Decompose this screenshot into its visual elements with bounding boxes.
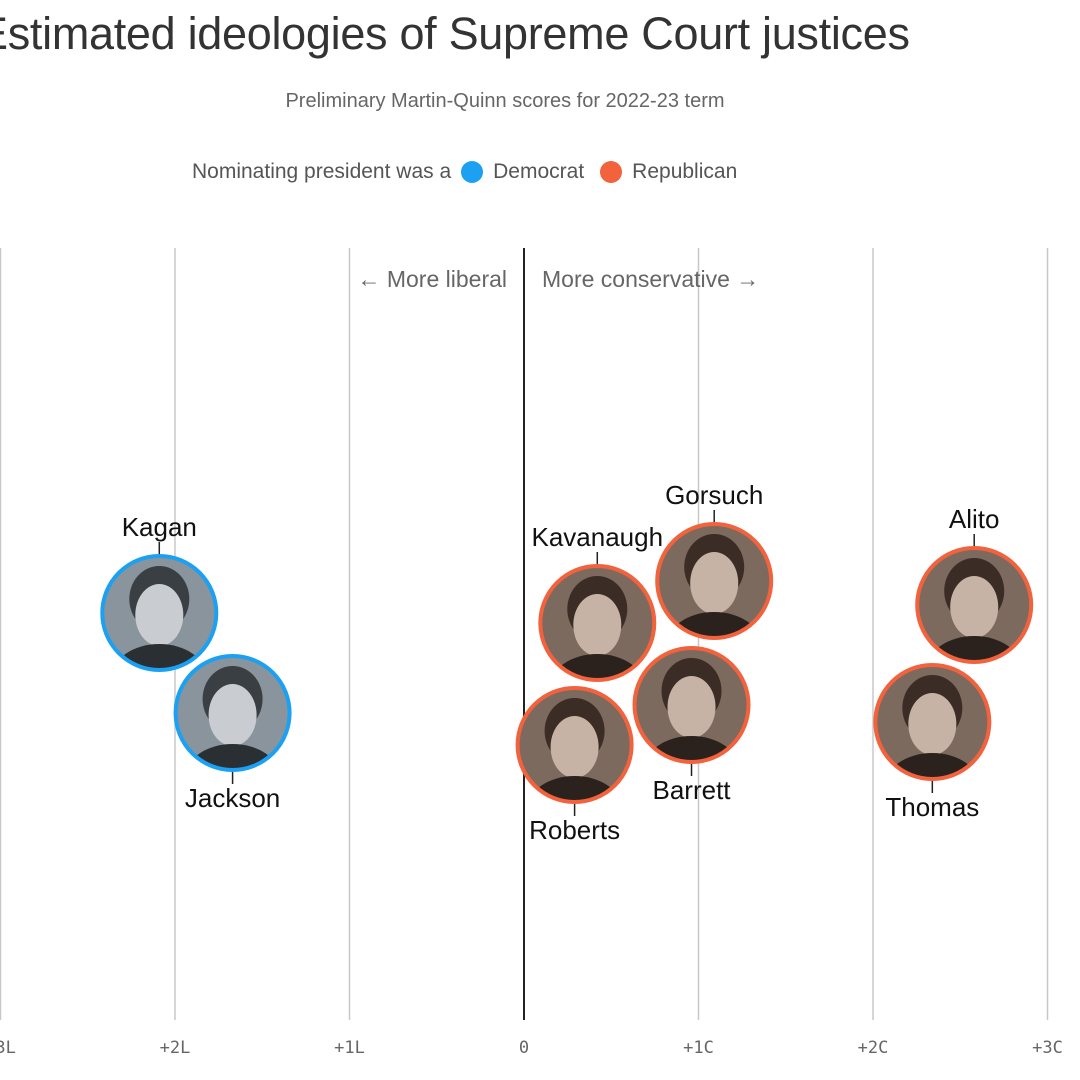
justice-point-gorsuch[interactable]: Gorsuch <box>655 480 774 680</box>
justice-marker <box>100 554 219 672</box>
justice-marker <box>632 646 751 764</box>
justice-photo <box>875 665 990 779</box>
justice-name-label: Kavanaugh <box>532 522 664 552</box>
justice-photo <box>634 648 749 762</box>
x-tick-label: +1C <box>683 1038 714 1058</box>
justice-point-barrett[interactable]: Barrett <box>632 646 751 805</box>
justice-point-thomas[interactable]: Thomas <box>873 663 992 822</box>
justice-name-label: Barrett <box>653 775 732 805</box>
justice-point-kavanaugh[interactable]: Kavanaugh <box>532 522 664 722</box>
x-tick-label: +2L <box>160 1038 191 1058</box>
more-conservative-label: More conservative → <box>542 266 759 292</box>
x-tick-label: +2C <box>858 1038 889 1058</box>
legend-prefix: Nominating president was a <box>192 160 452 183</box>
justice-name-label: Gorsuch <box>665 480 763 510</box>
legend-republican-swatch <box>600 161 623 183</box>
chart-title: Estimated ideologies of Supreme Court ju… <box>0 8 910 59</box>
justice-photo <box>540 566 655 680</box>
justice-photo <box>175 656 290 770</box>
justice-marker <box>515 686 634 804</box>
justice-photo <box>657 524 772 638</box>
justice-name-label: Roberts <box>529 815 620 845</box>
justice-point-kagan[interactable]: Kagan <box>100 512 219 712</box>
x-tick-label: +3C <box>1032 1038 1063 1058</box>
justice-point-jackson[interactable]: Jackson <box>173 654 292 813</box>
justice-photo <box>517 688 632 802</box>
more-liberal-label: ← More liberal <box>357 266 507 292</box>
x-tick-label: 0 <box>519 1038 529 1058</box>
justice-point-roberts[interactable]: Roberts <box>515 686 634 845</box>
legend: Nominating president was a Democrat Repu… <box>192 160 737 184</box>
x-tick-label: +1L <box>334 1038 365 1058</box>
justice-marker <box>655 522 774 640</box>
justice-marker <box>915 546 1034 664</box>
x-tick-label: +3L <box>0 1038 16 1058</box>
justice-photo <box>102 556 217 670</box>
justice-name-label: Thomas <box>885 792 979 822</box>
justice-photo <box>917 548 1032 662</box>
chart-subtitle: Preliminary Martin-Quinn scores for 2022… <box>285 90 725 112</box>
justice-marker <box>538 564 657 682</box>
justice-name-label: Alito <box>949 504 1000 534</box>
justice-name-label: Jackson <box>185 783 280 813</box>
justice-point-alito[interactable]: Alito <box>915 504 1034 704</box>
legend-republican-label: Republican <box>632 160 738 183</box>
justice-marker <box>173 654 292 772</box>
justice-marker <box>873 663 992 781</box>
legend-democrat-label: Democrat <box>493 160 585 183</box>
justice-name-label: Kagan <box>122 512 197 542</box>
legend-democrat-swatch <box>461 161 484 183</box>
